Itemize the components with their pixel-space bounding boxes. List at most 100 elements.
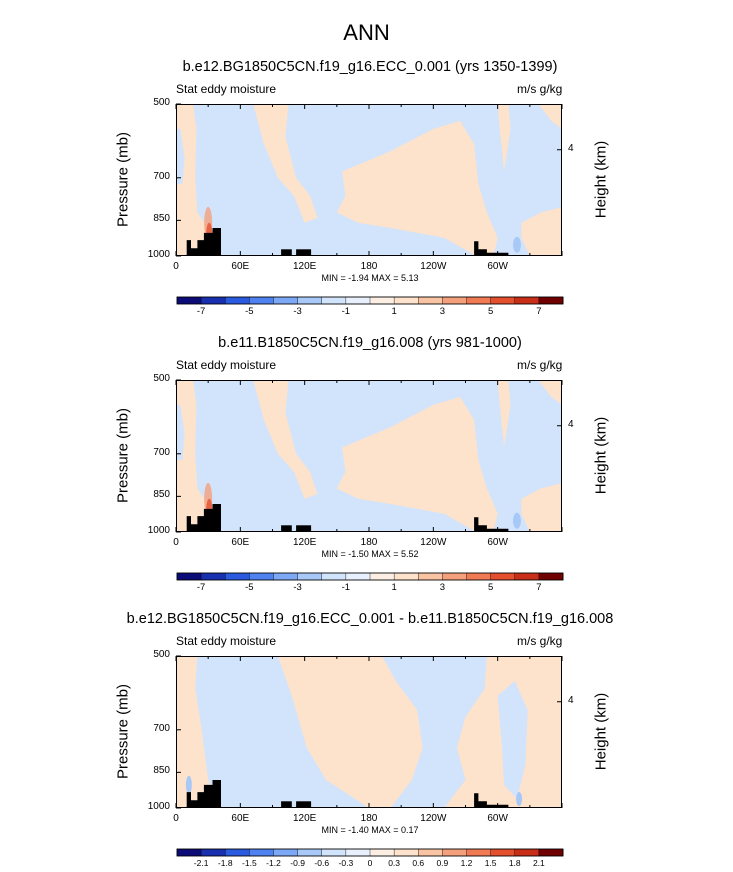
x-tick-label: 60E: [231, 537, 250, 548]
y-tick-label: 850: [153, 765, 170, 777]
colorbar-swatch: [321, 848, 347, 857]
terrain-mask: [474, 517, 509, 532]
y-tick-label: 1000: [147, 525, 170, 536]
x-tick-label: 120W: [420, 813, 447, 824]
terrain-mask: [474, 793, 509, 808]
terrain-mask: [296, 249, 312, 256]
terrain-mask: [186, 504, 221, 532]
contour-negative-west: [195, 656, 369, 808]
min-max-label: MIN = -1.50 MAX = 5.52: [321, 549, 419, 559]
units-label: m/s g/kg: [517, 358, 563, 372]
colorbar-swatch: [297, 296, 323, 305]
figure-title: ANN: [343, 20, 390, 45]
terrain-mask: [474, 241, 509, 256]
left-label: Stat eddy moisture: [176, 634, 277, 648]
colorbar-swatch: [200, 572, 226, 581]
colorbar-tick-label: 0.3: [388, 858, 401, 868]
colorbar-swatch: [200, 848, 226, 857]
colorbar-swatch: [321, 296, 347, 305]
x-tick-label: 180: [360, 261, 378, 272]
colorbar-tick-label: 1: [391, 582, 397, 593]
x-tick-label: 60W: [487, 261, 508, 272]
colorbar: [176, 572, 564, 581]
y-tick-label: 1000: [147, 249, 170, 260]
y-tick-label: 500: [153, 373, 170, 384]
y-axis-label-right: Height (km): [592, 692, 610, 771]
colorbar-tick-label: 2.1: [532, 858, 545, 868]
contour-positive-dateline: [253, 104, 318, 223]
colorbar-swatch: [273, 848, 299, 857]
colorbar-swatch: [225, 572, 250, 581]
colorbar-tick-label: 1.8: [508, 858, 521, 868]
y-tick-label: 1000: [147, 801, 170, 812]
colorbar-swatch: [273, 572, 299, 581]
terrain-mask: [281, 249, 292, 256]
contour-negative-central: [381, 656, 487, 808]
y-tick-label-right: 4: [568, 142, 574, 154]
colorbar-swatch: [514, 296, 540, 305]
colorbar-tick-label: -0.3: [338, 858, 354, 868]
colorbar-swatch: [418, 848, 443, 857]
y-tick-label: 700: [153, 722, 170, 734]
colorbar-swatch: [418, 572, 443, 581]
colorbar-tick-label: 7: [536, 582, 542, 593]
y-tick-label: 700: [153, 446, 170, 458]
units-label: m/s g/kg: [517, 634, 563, 648]
colorbar-tick-label: -1.8: [217, 858, 233, 868]
colorbar-swatch: [249, 848, 274, 857]
colorbar-swatch: [369, 848, 395, 857]
colorbar-tick-label: -7: [196, 306, 206, 317]
colorbar-tick-label: -5: [245, 582, 254, 593]
x-tick-label: 180: [360, 537, 378, 548]
contour-positive-west: [176, 104, 217, 256]
panel-title: b.e11.B1850C5CN.f19_g16.008 (yrs 981-100…: [218, 335, 522, 351]
colorbar-swatch: [273, 296, 299, 305]
x-tick-label: 180: [360, 813, 378, 824]
y-axis-label: Pressure (mb): [114, 683, 132, 780]
colorbar-swatch: [225, 296, 250, 305]
units-label: m/s g/kg: [517, 82, 563, 96]
colorbar-frame: [176, 572, 564, 581]
colorbar-tick-label: -5: [245, 306, 254, 317]
contour-negative-blob: [512, 236, 521, 253]
colorbar: [176, 848, 564, 857]
colorbar-tick-label: -1: [341, 582, 351, 593]
colorbar-swatch: [490, 296, 516, 305]
colorbar-swatch: [176, 848, 202, 857]
colorbar-tick-label: 3: [439, 306, 446, 317]
terrain-mask: [186, 780, 221, 808]
colorbar-tick-label: 0: [367, 858, 373, 868]
y-tick-label: 850: [153, 489, 170, 501]
colorbar-tick-label: -2.1: [193, 858, 209, 868]
colorbar-tick-label: -3: [293, 306, 302, 317]
left-label: Stat eddy moisture: [176, 358, 277, 372]
contour-positive-east: [497, 104, 511, 172]
contour-negative-east: [497, 680, 528, 799]
contour-negative-blob: [185, 775, 192, 794]
colorbar-swatch: [514, 848, 540, 857]
colorbar-tick-label: 0.6: [412, 858, 425, 868]
y-axis-label: Pressure (mb): [114, 407, 132, 504]
colorbar-swatch: [321, 572, 347, 581]
y-tick-label: 500: [153, 649, 170, 660]
colorbar-swatch: [393, 572, 419, 581]
y-axis-label-right: Height (km): [592, 416, 610, 495]
colorbar-tick-label: 3: [439, 582, 446, 593]
colorbar-tick-label: 1.5: [484, 858, 497, 868]
x-tick-label: 0: [173, 813, 179, 824]
contour-positive-atlantic: [521, 207, 562, 256]
colorbar-swatch: [393, 296, 419, 305]
y-tick-label-right: 4: [568, 694, 574, 706]
colorbar-swatch: [538, 848, 564, 857]
x-tick-label: 120W: [420, 261, 447, 272]
contour-positive-corner: [538, 104, 562, 129]
x-tick-label: 0: [173, 537, 179, 548]
terrain-mask: [296, 525, 312, 532]
colorbar-tick-label: -7: [196, 582, 206, 593]
colorbar: [176, 296, 564, 305]
colorbar-swatch: [442, 848, 467, 857]
colorbar-swatch: [369, 572, 395, 581]
colorbar-swatch: [466, 296, 492, 305]
colorbar-swatch: [200, 296, 226, 305]
colorbar-swatch: [369, 296, 395, 305]
